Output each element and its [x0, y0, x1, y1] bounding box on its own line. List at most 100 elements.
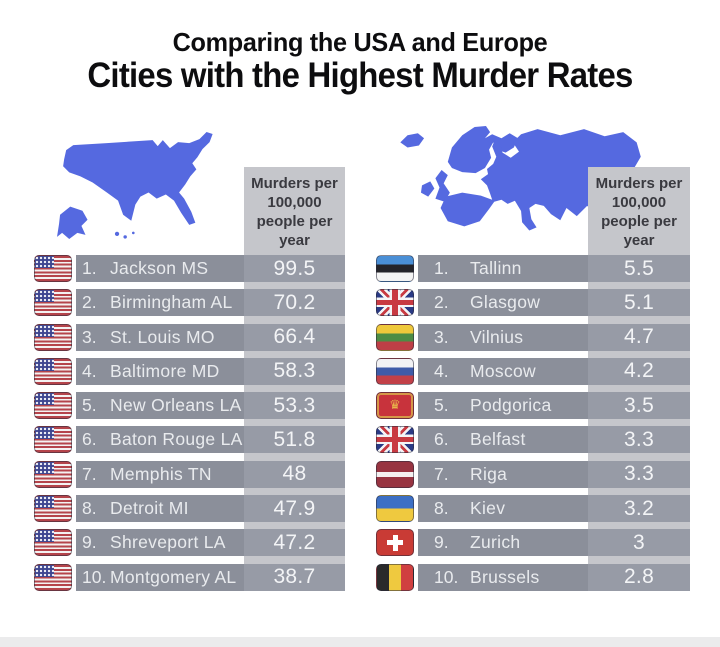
murder-rate-value: 5.5 — [588, 255, 690, 282]
rank-label: 2. — [434, 292, 449, 313]
city-label: Belfast — [470, 429, 526, 450]
row-bar: 1. Tallinn 5.5 — [418, 255, 690, 282]
country-flag-icon — [34, 426, 72, 454]
city-label: Baltimore MD — [110, 360, 220, 381]
rank-label: 6. — [82, 429, 97, 450]
murder-rate-value: 66.4 — [244, 323, 345, 351]
city-label: Birmingham AL — [110, 292, 233, 313]
country-flag-icon — [376, 563, 414, 591]
city-label: New Orleans LA — [110, 395, 242, 416]
row-bar: 8. Kiev 3.2 — [418, 495, 690, 523]
city-label: Vilnius — [470, 326, 524, 347]
rank-label: 7. — [434, 463, 449, 484]
murder-rate-value: 47.9 — [244, 495, 345, 523]
row-bar: 4. Moscow 4.2 — [418, 357, 690, 385]
murder-rate-value: 5.1 — [588, 289, 690, 317]
row-bar: 5. Podgorica 3.5 — [418, 392, 690, 420]
table-row: 10. Montgomery AL 38.7 — [34, 563, 345, 591]
rank-label: 3. — [434, 326, 449, 347]
rank-label: 9. — [434, 532, 449, 553]
bottom-edge-divider — [0, 637, 720, 647]
murder-rate-value: 47.2 — [244, 529, 345, 557]
country-flag-icon — [34, 563, 72, 591]
row-bar: 7. Riga 3.3 — [418, 460, 690, 488]
row-bar: 8. Detroit MI 47.9 — [76, 495, 345, 523]
europe-ranking-list: 1. Tallinn 5.5 2. Glasgow 5.1 3. Vilnius… — [376, 255, 690, 591]
rank-label: 5. — [82, 395, 97, 416]
city-label: Glasgow — [470, 292, 541, 313]
infographic-subtitle: Comparing the USA and Europe — [172, 27, 548, 57]
table-row: 3. St. Louis MO 66.4 — [34, 323, 345, 351]
table-row: 8. Kiev 3.2 — [376, 495, 690, 523]
rank-label: 4. — [82, 360, 97, 381]
murder-rate-value: 51.8 — [244, 426, 345, 454]
country-flag-icon — [376, 495, 414, 523]
city-label: Riga — [470, 463, 508, 484]
table-row: 2. Birmingham AL 70.2 — [34, 289, 345, 317]
row-bar: 2. Glasgow 5.1 — [418, 289, 690, 317]
murder-rate-value: 3.3 — [588, 460, 690, 488]
usa-ranking-list: 1. Jackson MS 99.5 2. Birmingham AL 70.2… — [34, 255, 345, 591]
europe-column-header: Murders per 100,000 people per year — [595, 175, 683, 249]
city-label: Shreveport LA — [110, 532, 226, 553]
rank-label: 5. — [434, 395, 449, 416]
country-flag-icon — [376, 323, 414, 351]
table-row: 7. Riga 3.3 — [376, 460, 690, 488]
rank-label: 1. — [434, 258, 449, 278]
rank-label: 2. — [82, 292, 97, 313]
murder-rate-value: 4.2 — [588, 357, 690, 385]
country-flag-icon — [376, 529, 414, 557]
city-label: Brussels — [470, 566, 540, 587]
row-bar: 3. St. Louis MO 66.4 — [76, 323, 345, 351]
murder-rate-value: 3.5 — [588, 392, 690, 420]
city-label: Moscow — [470, 360, 536, 381]
rank-label: 10. — [82, 566, 107, 587]
rank-label: 4. — [434, 360, 449, 381]
country-flag-icon — [34, 392, 72, 420]
country-flag-icon — [34, 255, 72, 282]
table-row: 10. Brussels 2.8 — [376, 563, 690, 591]
usa-map-icon — [57, 132, 213, 239]
row-bar: 10. Brussels 2.8 — [418, 563, 690, 591]
city-label: Montgomery AL — [110, 566, 237, 587]
murder-rate-value: 48 — [244, 460, 345, 488]
murder-rate-value: 53.3 — [244, 392, 345, 420]
rank-label: 1. — [82, 258, 97, 278]
murder-rate-value: 70.2 — [244, 289, 345, 317]
rank-label: 8. — [82, 498, 97, 519]
table-row: 4. Baltimore MD 58.3 — [34, 357, 345, 385]
row-bar: 10. Montgomery AL 38.7 — [76, 563, 345, 591]
row-bar: 3. Vilnius 4.7 — [418, 323, 690, 351]
city-label: Podgorica — [470, 395, 552, 416]
rank-label: 7. — [82, 463, 97, 484]
table-row: 3. Vilnius 4.7 — [376, 323, 690, 351]
country-flag-icon — [34, 357, 72, 385]
row-bar: 9. Shreveport LA 47.2 — [76, 529, 345, 557]
murder-rate-value: 3 — [588, 529, 690, 557]
table-row: 2. Glasgow 5.1 — [376, 289, 690, 317]
table-row: 9. Shreveport LA 47.2 — [34, 529, 345, 557]
city-label: Jackson MS — [110, 258, 209, 278]
murder-rate-value: 38.7 — [244, 563, 345, 591]
murder-rate-value: 2.8 — [588, 563, 690, 591]
country-flag-icon — [34, 529, 72, 557]
table-row: 7. Memphis TN 48 — [34, 460, 345, 488]
row-bar: 6. Baton Rouge LA 51.8 — [76, 426, 345, 454]
table-row: 5. New Orleans LA 53.3 — [34, 392, 345, 420]
page-title: Cities with the Highest Murder Rates — [87, 56, 633, 95]
row-bar: 1. Jackson MS 99.5 — [76, 255, 345, 282]
table-row: 8. Detroit MI 47.9 — [34, 495, 345, 523]
table-row: 1. Jackson MS 99.5 — [34, 255, 345, 282]
table-row: 1. Tallinn 5.5 — [376, 255, 690, 282]
table-row: 6. Belfast 3.3 — [376, 426, 690, 454]
table-row: 9. Zurich 3 — [376, 529, 690, 557]
table-row: 4. Moscow 4.2 — [376, 357, 690, 385]
row-bar: 4. Baltimore MD 58.3 — [76, 357, 345, 385]
murder-rate-value: 58.3 — [244, 357, 345, 385]
city-label: Tallinn — [470, 258, 522, 278]
city-label: Baton Rouge LA — [110, 429, 243, 450]
city-label: St. Louis MO — [110, 326, 215, 347]
murder-rate-value: 4.7 — [588, 323, 690, 351]
row-bar: 5. New Orleans LA 53.3 — [76, 392, 345, 420]
